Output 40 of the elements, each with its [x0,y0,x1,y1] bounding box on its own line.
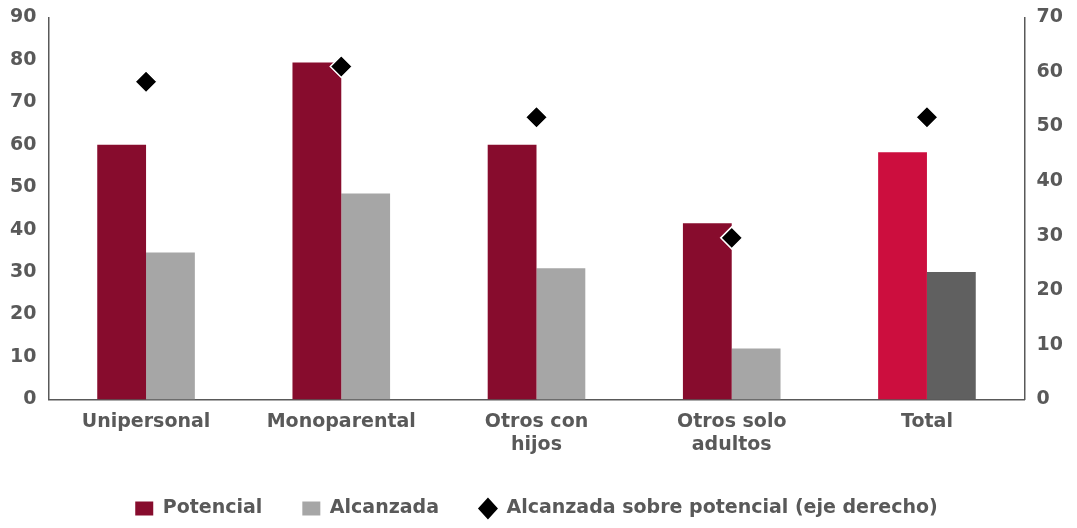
y2-tick-label: 60 [1036,58,1064,81]
y-tick-label: 10 [9,343,37,366]
y-tick-label: 70 [9,89,37,112]
bar [146,252,195,400]
y-tick-label: 50 [9,174,37,197]
bar [341,193,391,400]
x-tick-label: Otros solo adultos [676,408,787,454]
x-tick-label: Total [900,408,953,431]
point [329,54,354,79]
bar [292,62,342,400]
bar [878,152,927,400]
point [719,226,744,250]
point [915,105,939,130]
y2-tick-label: 0 [1036,386,1050,409]
y-tick-label: 90 [9,4,37,27]
bar [97,144,147,400]
y-tick-label: 60 [9,131,37,154]
y2-tick-label: 10 [1036,331,1064,354]
point [524,105,549,130]
y2-tick-label: 70 [1036,4,1064,27]
y2-tick-label: 50 [1036,113,1064,136]
y-tick-label: 30 [9,259,37,281]
x-tick-label: Monoparental [266,408,416,431]
y2-tick-label: 30 [1036,222,1064,245]
point [134,70,158,94]
legend-label: Potencial [162,495,263,518]
bar [731,348,781,400]
bar [487,144,537,400]
y2-tick-label: 40 [1036,168,1064,191]
x-tick-label: Unipersonal [81,408,211,431]
legend-label: Alcanzada sobre potencial (eje derecho) [506,495,938,518]
x-tick-label: Otros con hijos [484,408,589,454]
y2-tick-label: 20 [1036,277,1064,300]
y-tick-label: 0 [23,386,37,409]
legend-label: Alcanzada [329,495,439,518]
bar [536,268,586,400]
bar [682,223,732,400]
y-tick-label: 20 [9,301,37,324]
y-tick-label: 40 [9,216,37,239]
y-tick-label: 80 [9,46,37,69]
